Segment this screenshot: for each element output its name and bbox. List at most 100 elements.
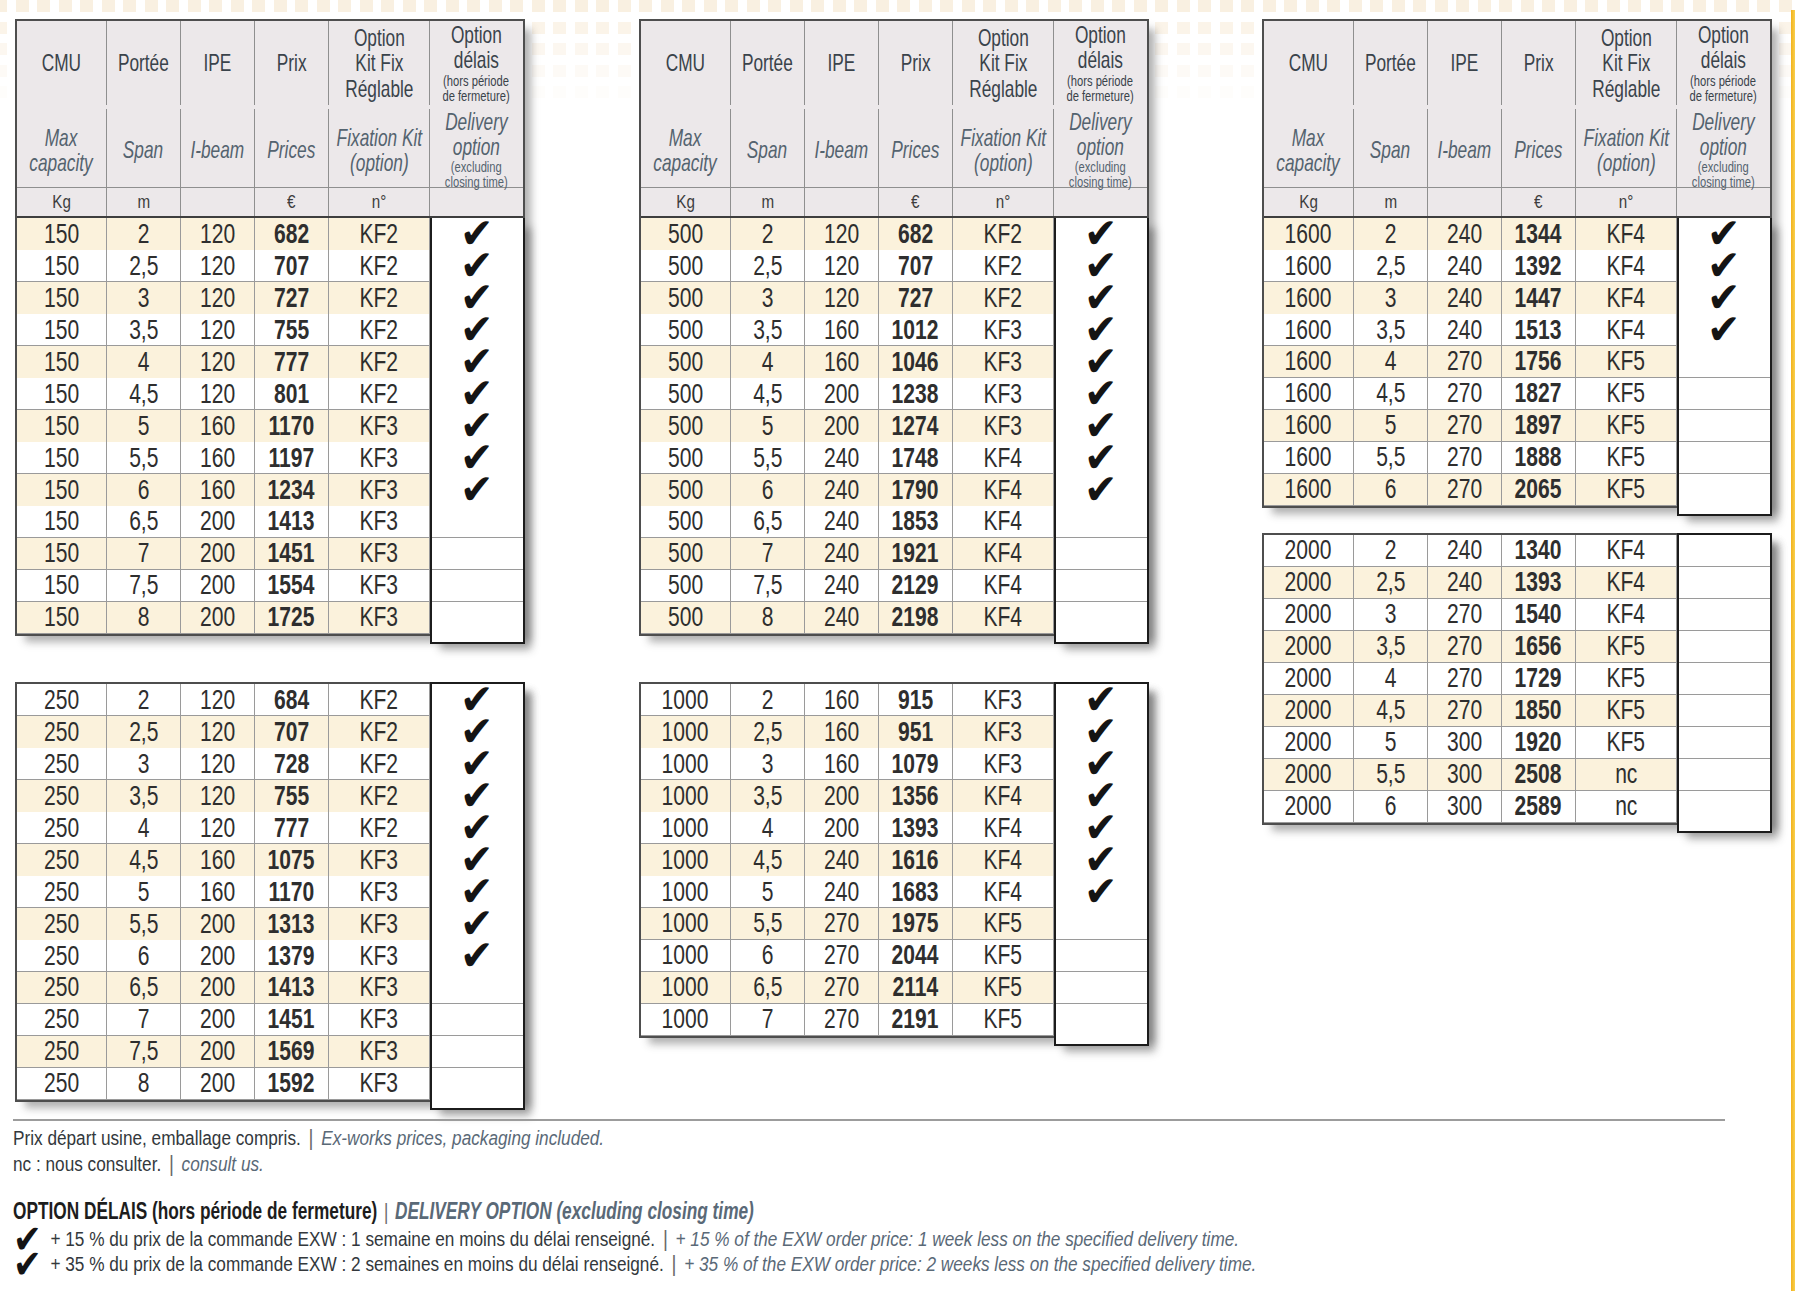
cell-kit: KF4 (1576, 567, 1677, 598)
cell-ipe-value: 120 (200, 315, 235, 346)
pattern-dot (1779, 22, 1792, 34)
price-table-1600: CMUMax capacityPortéeSpanIPEI-beamPrixPr… (1262, 19, 1772, 508)
cell-delais (430, 1068, 523, 1099)
col-header-cmu-en: Max capacity (641, 109, 731, 191)
cell-portee-value: 6 (138, 475, 150, 506)
table-row: 10004,52401616KF4✔ (641, 844, 1147, 876)
cell-kit: KF3 (953, 314, 1054, 346)
table-row: 10006,52702114KF5 (641, 972, 1147, 1004)
cell-portee: 2 (107, 684, 181, 716)
pattern-dot (1757, 0, 1770, 12)
pattern-dot (1542, 0, 1555, 12)
cell-portee: 3 (731, 282, 805, 314)
col-header-delais-note: (hors période de fermeture) (443, 74, 510, 104)
cell-prix-value: 1853 (892, 506, 939, 537)
cell-delais: ✔ (430, 474, 523, 506)
cell-prix-value: 951 (898, 717, 933, 748)
cell-kit-value: KF5 (984, 972, 1023, 1003)
cell-cmu: 500 (641, 314, 731, 346)
cell-kit: KF3 (953, 346, 1054, 378)
cell-portee-value: 5,5 (129, 909, 158, 940)
cell-delais (1054, 602, 1147, 633)
col-header-kit-label-en: Fixation Kit (option) (336, 125, 421, 175)
cell-kit-value: KF2 (360, 315, 399, 346)
cell-portee-value: 7 (138, 538, 150, 569)
cell-portee: 6 (731, 474, 805, 506)
cell-kit: KF3 (329, 972, 430, 1003)
cell-kit-value: KF3 (360, 538, 399, 569)
cell-ipe-value: 200 (824, 411, 859, 442)
cell-prix: 1046 (879, 346, 953, 378)
col-header-delais: Option délais(hors période de fermeture)… (1677, 21, 1770, 191)
cell-kit: KF4 (953, 812, 1054, 844)
cell-cmu: 150 (17, 218, 107, 250)
cell-portee: 4 (731, 346, 805, 378)
cell-kit-value: KF3 (360, 443, 399, 474)
cell-cmu: 150 (17, 378, 107, 410)
col-header-cmu-label-en: Max capacity (1277, 125, 1340, 175)
col-header-portee-label-en: Span (1370, 137, 1410, 162)
cell-kit-value: KF5 (1607, 378, 1646, 409)
cell-portee-value: 4 (762, 813, 774, 844)
cell-portee-value: 3 (138, 749, 150, 780)
cell-portee-value: 5,5 (753, 443, 782, 474)
cell-kit-value: KF2 (360, 283, 399, 314)
cell-cmu-value: 150 (44, 443, 79, 474)
pattern-dot (768, 0, 781, 12)
cell-kit-value: KF3 (984, 717, 1023, 748)
cell-ipe: 270 (805, 1004, 879, 1035)
table-row: 10005,52701975KF5 (641, 908, 1147, 940)
delivery-option-heading-en: DELIVERY OPTION (excluding closing time) (395, 1198, 754, 1225)
pattern-dot (1198, 65, 1211, 77)
cell-portee-value: 4,5 (129, 379, 158, 410)
col-header-ipe: IPEI-beam (181, 21, 255, 191)
cell-portee-value: 6 (762, 475, 774, 506)
cell-kit: KF3 (329, 844, 430, 876)
cell-portee-value: 2,5 (129, 717, 158, 748)
check-icon: ✔ (460, 940, 493, 972)
cell-ipe: 120 (181, 282, 255, 314)
pattern-dot (1177, 0, 1190, 12)
cell-kit-value: KF2 (360, 749, 399, 780)
pattern-dot (467, 0, 480, 12)
cell-kit-value: KF3 (360, 602, 399, 633)
price-table-150: CMUMax capacityPortéeSpanIPEI-beamPrixPr… (15, 19, 525, 636)
cell-ipe: 270 (1428, 599, 1502, 630)
table-row: 100072702191KF5 (641, 1004, 1147, 1036)
cell-cmu-value: 500 (668, 411, 703, 442)
cell-cmu: 150 (17, 282, 107, 314)
cell-portee-value: 5 (1385, 727, 1397, 758)
cell-delais (430, 1036, 523, 1067)
col-header-portee-label: Portée (118, 50, 169, 75)
cell-kit: KF5 (953, 940, 1054, 971)
cell-ipe-value: 270 (824, 1004, 859, 1035)
cell-kit-value: KF3 (360, 506, 399, 537)
delivery-option-35: ✔ + 35 % du prix de la commande EXW : 2 … (13, 1251, 1256, 1277)
cell-portee: 2,5 (731, 250, 805, 282)
pattern-dot (618, 43, 631, 55)
cell-ipe: 120 (181, 812, 255, 844)
cell-delais (1054, 940, 1147, 971)
pattern-dot (1585, 0, 1598, 12)
cell-cmu: 500 (641, 346, 731, 378)
cell-prix-value: 2508 (1515, 759, 1562, 790)
cell-cmu-value: 500 (668, 283, 703, 314)
cell-portee-value: 6 (762, 940, 774, 971)
delivery-option-heading: OPTION DÉLAIS (hors période de fermeture… (13, 1198, 754, 1225)
cell-kit: KF2 (953, 282, 1054, 314)
cell-prix: 1853 (879, 506, 953, 537)
cell-ipe: 160 (181, 410, 255, 442)
cell-prix: 707 (255, 250, 329, 282)
cell-portee: 3,5 (731, 780, 805, 812)
cell-ipe: 200 (181, 1036, 255, 1067)
cell-ipe-value: 270 (824, 908, 859, 939)
cell-ipe: 160 (805, 346, 879, 378)
table-row: 5002,5120707KF2✔ (641, 250, 1147, 282)
cell-cmu: 500 (641, 282, 731, 314)
cell-prix: 1379 (255, 940, 329, 972)
cell-portee-value: 4 (762, 347, 774, 378)
cell-portee: 5 (1354, 727, 1428, 758)
table-row: 10002,5160951KF3✔ (641, 716, 1147, 748)
cell-cmu: 250 (17, 1036, 107, 1067)
unit-prix: € (255, 188, 329, 216)
